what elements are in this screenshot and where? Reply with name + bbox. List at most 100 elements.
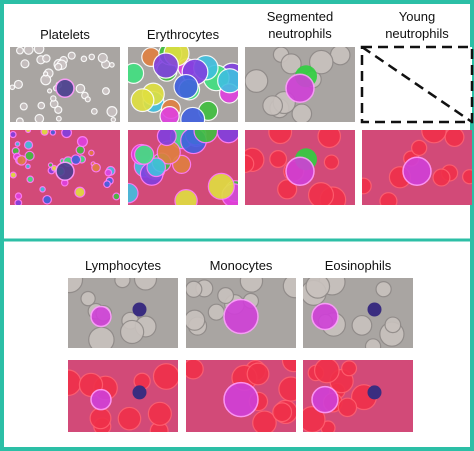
cell (88, 53, 96, 61)
cell (10, 171, 17, 179)
cell (74, 186, 86, 198)
cell (156, 130, 177, 147)
nucleus (55, 78, 75, 98)
cell (159, 106, 180, 122)
micrograph (68, 278, 178, 348)
cell (307, 182, 335, 205)
cell (75, 145, 86, 155)
cell (109, 62, 115, 68)
cell (67, 51, 76, 60)
cell (16, 155, 27, 166)
nucleus (90, 388, 112, 411)
cell (80, 55, 88, 63)
micrograph (10, 47, 120, 122)
cell (245, 69, 269, 93)
cell (49, 130, 57, 136)
cell (379, 192, 398, 205)
cell (114, 278, 131, 289)
cell (106, 106, 118, 118)
cell (180, 106, 206, 122)
cell (375, 281, 392, 298)
cell (337, 397, 358, 418)
cell (84, 96, 91, 103)
cell (130, 88, 155, 113)
cell (97, 52, 108, 64)
cell (421, 130, 447, 144)
cell (323, 154, 340, 170)
cell (152, 363, 178, 390)
panel-label: Segmented (267, 9, 334, 24)
cell (76, 135, 89, 148)
nucleus (55, 161, 75, 181)
micrograph (10, 130, 120, 205)
cell (272, 402, 293, 423)
cell (174, 189, 198, 205)
cell (152, 52, 180, 79)
cell (147, 401, 172, 426)
cell (26, 175, 34, 184)
cell (133, 278, 158, 291)
cell (432, 168, 451, 187)
cell (54, 62, 63, 71)
cell (277, 179, 298, 200)
nucleus (311, 385, 339, 414)
cell (34, 113, 45, 122)
micrograph (245, 47, 355, 122)
cell (193, 130, 219, 144)
cell (15, 117, 24, 122)
micrograph (303, 360, 413, 432)
cell (246, 362, 270, 386)
nucleus (90, 305, 112, 328)
cell (186, 360, 204, 380)
cell (14, 192, 23, 200)
cell (13, 79, 23, 89)
cell (46, 88, 53, 94)
cell (42, 194, 52, 205)
cell (444, 130, 465, 148)
cell (119, 319, 145, 345)
micrograph (186, 360, 296, 432)
stained-cell (367, 385, 382, 400)
cell (75, 83, 86, 94)
stained-cell (367, 302, 382, 317)
cell (462, 169, 472, 185)
nucleus (285, 73, 315, 103)
cell (55, 115, 62, 122)
cell (23, 47, 34, 55)
cell (25, 130, 32, 134)
cell (42, 54, 51, 63)
cell (280, 53, 302, 75)
micrograph (128, 47, 238, 122)
micrograph (245, 130, 355, 205)
cell (384, 316, 402, 334)
cell (39, 186, 46, 193)
cell (101, 87, 110, 96)
cell (217, 287, 235, 305)
cell (19, 102, 28, 111)
cell (70, 154, 82, 165)
cell (61, 130, 73, 139)
panels: Platelets Erythrocytes Segmented neutrophil… (10, 9, 474, 432)
cell (411, 139, 428, 157)
cell (23, 140, 34, 150)
cell (351, 314, 373, 336)
cell (207, 172, 235, 200)
cell (104, 168, 113, 177)
cell (269, 149, 288, 168)
cell (268, 130, 293, 145)
cell (362, 177, 372, 195)
cell (262, 95, 284, 116)
nucleus (223, 381, 259, 418)
micrograph (186, 278, 296, 348)
cell (173, 73, 199, 100)
cell (42, 71, 49, 77)
cell (128, 182, 139, 204)
cell (186, 280, 203, 298)
cell (112, 192, 120, 201)
cell (88, 149, 95, 157)
cell (252, 410, 277, 432)
cell (146, 157, 167, 178)
cell (303, 406, 326, 432)
cell (68, 278, 84, 294)
